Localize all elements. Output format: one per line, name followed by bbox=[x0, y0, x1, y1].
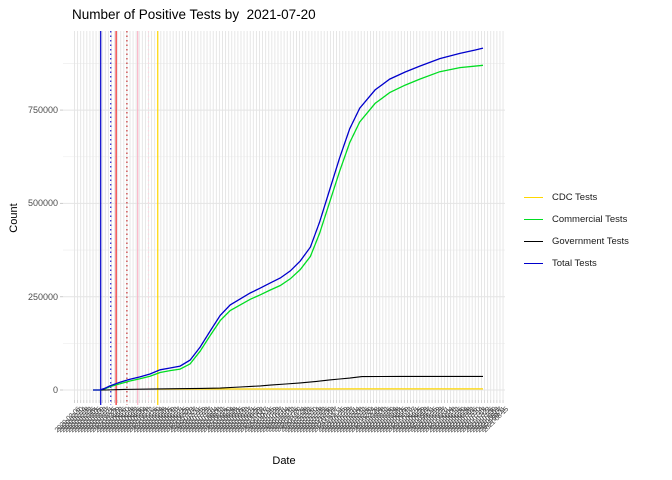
series-line-commercial-tests bbox=[93, 64, 484, 391]
legend-item-label: Government Tests bbox=[552, 235, 629, 247]
y-tick-label: 750000 bbox=[27, 105, 58, 116]
legend-item-label: CDC Tests bbox=[552, 191, 598, 203]
y-tick-label: 250000 bbox=[27, 291, 58, 302]
chart-title: Number of Positive Tests by 2021-07-20 bbox=[72, 7, 316, 22]
y-tick-label: 500000 bbox=[27, 198, 58, 209]
y-tick-label: 0 bbox=[52, 385, 58, 395]
legend-line-icon bbox=[524, 196, 543, 198]
legend-line-icon bbox=[524, 240, 543, 242]
series-line-government-tests bbox=[93, 375, 483, 391]
legend-line-icon bbox=[524, 218, 543, 220]
legend-item-commercial: Commercial Tests bbox=[524, 208, 629, 230]
x-axis-title: Date bbox=[272, 455, 296, 467]
legend-item-label: Total Tests bbox=[552, 257, 597, 269]
legend: CDC Tests Commercial Tests Government Te… bbox=[524, 186, 629, 274]
legend-item-label: Commercial Tests bbox=[552, 213, 628, 225]
legend-item-government: Government Tests bbox=[524, 230, 629, 252]
legend-item-cdc: CDC Tests bbox=[524, 186, 629, 208]
legend-line-icon bbox=[524, 262, 543, 264]
legend-item-total: Total Tests bbox=[524, 252, 629, 274]
series-line-total-tests bbox=[93, 47, 484, 391]
